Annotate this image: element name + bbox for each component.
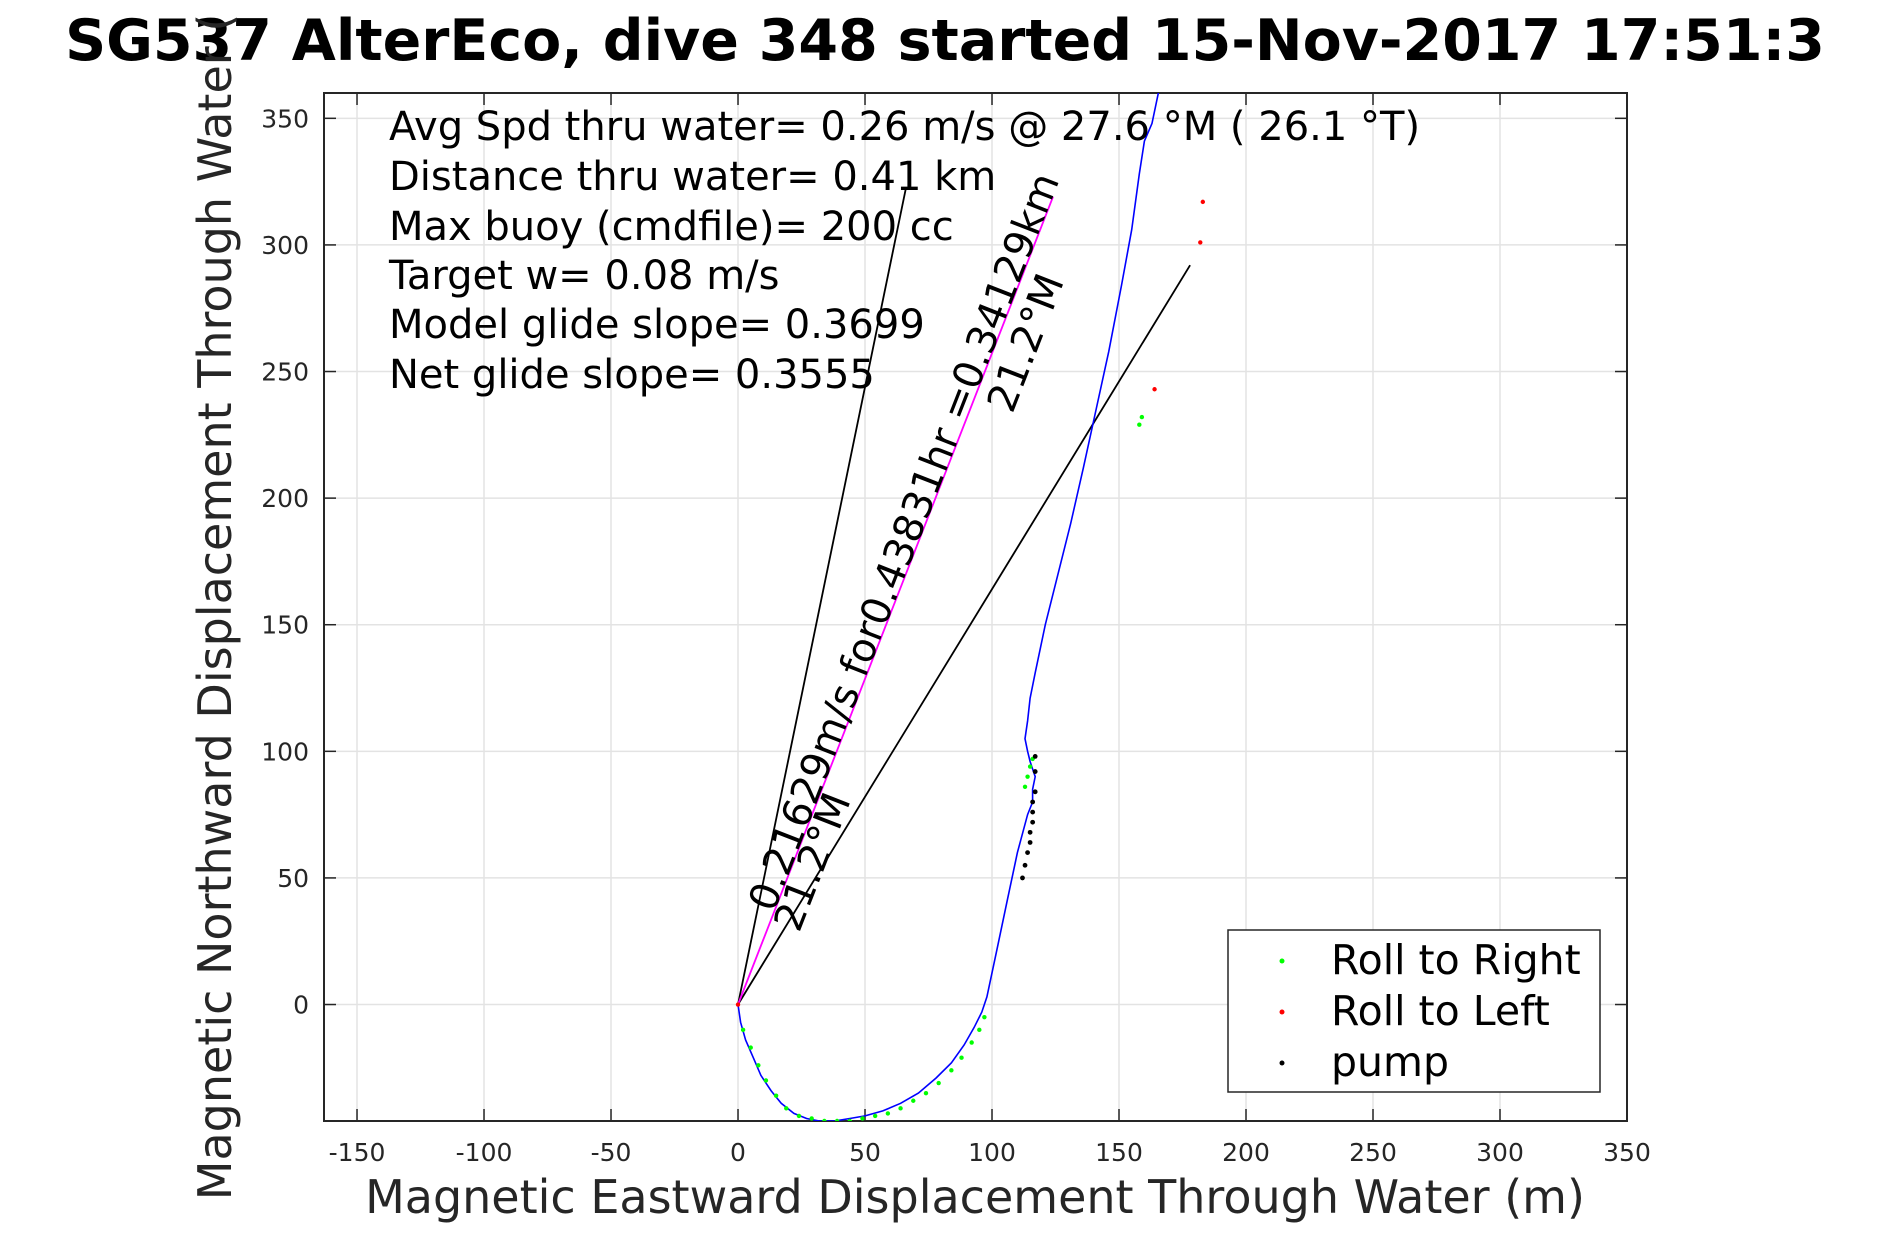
- chart-title: SG537 AlterEco, dive 348 started 15-Nov-…: [65, 8, 1825, 74]
- y-tick-label: 100: [261, 737, 309, 766]
- roll-right-point: [936, 1080, 941, 1086]
- roll-right-point: [834, 1118, 840, 1121]
- track-line: [737, 93, 1160, 1121]
- pump-point: [1027, 829, 1033, 835]
- roll-right-point: [822, 1118, 827, 1121]
- legend-marker-roll-right: [1279, 958, 1285, 964]
- x-axis-label: Magnetic Eastward Displacement Through W…: [365, 1170, 1585, 1224]
- roll-right-point: [898, 1106, 903, 1111]
- x-tick-label: -100: [456, 1138, 513, 1167]
- roll-left-point: [735, 1002, 741, 1007]
- roll-right-point: [740, 1027, 746, 1033]
- pump-point: [1030, 799, 1036, 805]
- roll-right-point: [872, 1113, 878, 1119]
- roll-right-point: [982, 1014, 987, 1020]
- roll-left-point: [1200, 199, 1206, 205]
- roll-right-point: [763, 1078, 769, 1083]
- y-axis: 0 50 100 150 200 250 300 350: [261, 104, 1627, 1020]
- y-tick-label: 150: [261, 611, 309, 640]
- roll-right-point: [1139, 414, 1145, 420]
- pump-point: [1032, 753, 1038, 759]
- annotation-target-w: Target w= 0.08 m/s: [388, 253, 779, 299]
- y-tick-label: 300: [261, 231, 309, 260]
- x-tick-label: -50: [591, 1138, 632, 1167]
- heading-line-1: [737, 189, 907, 1005]
- y-tick-label: 250: [261, 358, 309, 387]
- y-axis-label: Magnetic Northward Displacement Through …: [188, 14, 242, 1200]
- y-tick-label: 0: [293, 991, 309, 1020]
- y-tick-label: 200: [261, 484, 309, 513]
- annotation-max-buoy: Max buoy (cmdfile)= 200 cc: [389, 204, 954, 250]
- series-group: [735, 93, 1206, 1121]
- heading-line-2: [737, 264, 1191, 1005]
- pump-point: [1027, 840, 1033, 845]
- roll-right-point: [969, 1040, 974, 1045]
- y-tick-label: 50: [277, 864, 309, 893]
- x-axis: -150 -100 -50 0 50 100 150 200 250 300 350: [329, 93, 1651, 1167]
- roll-right-point: [959, 1055, 964, 1060]
- x-tick-label: 150: [1095, 1138, 1143, 1167]
- x-tick-label: 100: [968, 1138, 1016, 1167]
- roll-left-point: [1198, 240, 1203, 245]
- annotation-distance: Distance thru water= 0.41 km: [389, 154, 996, 200]
- roll-right-point: [977, 1027, 982, 1033]
- annotation-net-glide: Net glide slope= 0.3555: [389, 352, 875, 398]
- y-tick-label: 350: [261, 104, 309, 133]
- roll-right-point: [949, 1068, 954, 1073]
- x-tick-label: 0: [730, 1138, 746, 1167]
- roll-right-point: [1022, 784, 1028, 789]
- roll-right-point: [885, 1111, 891, 1116]
- pump-point: [1022, 862, 1028, 868]
- roll-right-point: [809, 1116, 814, 1121]
- roll-right-point: [860, 1116, 865, 1121]
- roll-right-point: [748, 1045, 753, 1050]
- legend-marker-pump: [1279, 1060, 1285, 1066]
- glide-slope-line: [737, 196, 1054, 1005]
- roll-left-point: [1152, 387, 1157, 392]
- x-tick-label: 200: [1222, 1138, 1270, 1167]
- legend-marker-roll-left: [1279, 1009, 1285, 1015]
- rotated-label: 0.21629m/s for0.43831hr =0.34129km: [740, 167, 1069, 917]
- annotation-block: Avg Spd thru water= 0.26 m/s @ 27.6 °M (…: [388, 104, 1420, 398]
- x-tick-label: -150: [329, 1138, 386, 1167]
- legend-label-roll-right: Roll to Right: [1331, 936, 1581, 984]
- roll-right-point: [923, 1090, 929, 1096]
- x-tick-label: 350: [1603, 1138, 1651, 1167]
- pump-point: [1030, 809, 1036, 815]
- roll-right-point: [756, 1063, 761, 1068]
- roll-right-point: [1027, 764, 1033, 769]
- annotation-avg-speed: Avg Spd thru water= 0.26 m/s @ 27.6 °M (…: [389, 104, 1420, 150]
- roll-right-point: [1025, 774, 1030, 779]
- annotation-model-glide: Model glide slope= 0.3699: [389, 302, 925, 348]
- pump-point: [1032, 789, 1038, 795]
- legend: Roll to Right Roll to Left pump: [1227, 929, 1601, 1093]
- pump-point: [1020, 875, 1025, 881]
- pump-point: [1032, 769, 1038, 774]
- legend-label-pump: pump: [1331, 1038, 1449, 1086]
- roll-right-point: [773, 1093, 779, 1098]
- plot-area: [323, 92, 1628, 1122]
- roll-right-point: [911, 1098, 916, 1103]
- rotated-labels: 0.21629m/s for0.43831hr =0.34129km21.2°M…: [740, 167, 1074, 938]
- roll-right-point: [1137, 422, 1142, 427]
- legend-box: [1227, 929, 1601, 1093]
- roll-right-point: [784, 1106, 789, 1111]
- pump-point: [1025, 850, 1030, 856]
- legend-label-roll-left: Roll to Left: [1331, 987, 1550, 1035]
- pump-point: [1030, 819, 1036, 825]
- x-tick-label: 300: [1476, 1138, 1524, 1167]
- roll-right-point: [796, 1113, 802, 1119]
- roll-right-point: [847, 1118, 852, 1121]
- x-tick-label: 50: [849, 1138, 881, 1167]
- x-tick-label: 250: [1349, 1138, 1397, 1167]
